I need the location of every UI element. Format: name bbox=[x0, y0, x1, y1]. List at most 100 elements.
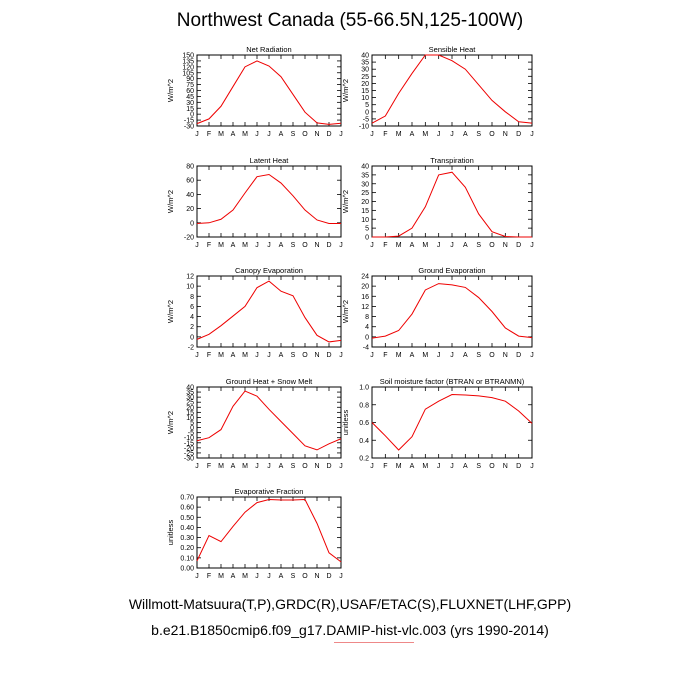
data-sources-caption: Willmott-Matsuura(T,P),GRDC(R),USAF/ETAC… bbox=[128, 596, 572, 612]
x-tick-label: M bbox=[422, 131, 428, 138]
y-tick-label: 2 bbox=[190, 324, 194, 331]
x-tick-label: J bbox=[370, 242, 374, 249]
x-tick-label: M bbox=[242, 352, 248, 359]
y-tick-label: 5 bbox=[365, 226, 369, 233]
y-axis-label: W/m^2 bbox=[166, 300, 175, 323]
x-tick-label: A bbox=[279, 352, 284, 359]
x-tick-label: M bbox=[422, 352, 428, 359]
x-tick-label: J bbox=[267, 242, 271, 249]
y-tick-label: 0.8 bbox=[359, 402, 369, 409]
x-tick-label: J bbox=[437, 352, 441, 359]
y-tick-label: 0.40 bbox=[180, 525, 194, 532]
y-tick-label: 0.70 bbox=[180, 495, 194, 502]
x-tick-label: S bbox=[476, 131, 481, 138]
x-tick-label: J bbox=[450, 131, 454, 138]
series-line bbox=[371, 394, 533, 451]
x-tick-label: D bbox=[516, 352, 521, 359]
y-axis-label: W/m^2 bbox=[341, 79, 350, 102]
y-tick-label: -15 bbox=[184, 118, 194, 125]
y-tick-label: 30 bbox=[361, 67, 369, 74]
y-tick-label: 35 bbox=[361, 172, 369, 179]
x-tick-label: O bbox=[489, 352, 495, 359]
y-tick-label: 0 bbox=[190, 425, 194, 432]
y-tick-label: 15 bbox=[361, 208, 369, 215]
x-tick-label: J bbox=[255, 131, 259, 138]
x-tick-label: F bbox=[207, 352, 211, 359]
x-tick-label: A bbox=[231, 352, 236, 359]
x-tick-label: A bbox=[463, 463, 468, 470]
y-tick-label: 0.6 bbox=[359, 420, 369, 427]
x-tick-label: J bbox=[195, 242, 199, 249]
y-tick-label: 10 bbox=[361, 217, 369, 224]
x-tick-label: A bbox=[231, 242, 236, 249]
x-tick-label: O bbox=[302, 131, 308, 138]
x-tick-label: J bbox=[437, 131, 441, 138]
y-tick-label: 30 bbox=[186, 100, 194, 107]
series-line bbox=[371, 54, 533, 124]
y-tick-label: 0.2 bbox=[359, 456, 369, 463]
series-line bbox=[196, 499, 342, 563]
y-tick-label: -10 bbox=[359, 124, 369, 131]
x-tick-label: F bbox=[207, 242, 211, 249]
x-tick-label: O bbox=[489, 463, 495, 470]
y-tick-label: -2 bbox=[188, 345, 194, 352]
series-line bbox=[196, 173, 341, 225]
x-tick-label: N bbox=[503, 131, 508, 138]
x-tick-label: F bbox=[383, 131, 387, 138]
plot-frame bbox=[371, 165, 533, 238]
y-tick-label: -4 bbox=[363, 345, 369, 352]
y-axis-label: W/m^2 bbox=[166, 79, 175, 102]
y-tick-label: 0 bbox=[190, 334, 194, 341]
y-tick-label: 16 bbox=[361, 294, 369, 301]
x-tick-label: J bbox=[530, 242, 534, 249]
x-tick-label: A bbox=[279, 463, 284, 470]
y-tick-label: 135 bbox=[182, 58, 194, 65]
x-tick-label: M bbox=[396, 242, 402, 249]
series-line bbox=[371, 283, 533, 339]
x-tick-label: J bbox=[339, 463, 343, 470]
panel-title: Ground Evaporation bbox=[418, 266, 485, 275]
y-tick-label: 15 bbox=[186, 410, 194, 417]
x-tick-label: J bbox=[437, 463, 441, 470]
y-tick-label: -10 bbox=[184, 435, 194, 442]
x-tick-label: A bbox=[279, 573, 284, 580]
series-line bbox=[372, 171, 532, 238]
y-tick-label: 24 bbox=[361, 274, 369, 281]
x-tick-label: J bbox=[267, 573, 271, 580]
x-tick-label: N bbox=[314, 463, 319, 470]
y-tick-label: 0.00 bbox=[180, 566, 194, 573]
case-name-caption: b.e21.B1850cmip6.f09_g17.DAMIP-hist-vlc.… bbox=[151, 622, 549, 638]
x-tick-label: J bbox=[255, 573, 259, 580]
y-tick-label: 0.20 bbox=[180, 545, 194, 552]
x-tick-label: S bbox=[291, 242, 296, 249]
y-tick-label: 105 bbox=[182, 70, 194, 77]
x-tick-label: J bbox=[339, 573, 343, 580]
x-tick-label: A bbox=[231, 131, 236, 138]
x-tick-label: D bbox=[326, 352, 331, 359]
panel-title: Net Radiation bbox=[246, 45, 291, 54]
chart-panel: Soil moisture factor (BTRAN or BTRANMN) u… bbox=[341, 377, 534, 470]
x-tick-label: S bbox=[291, 131, 296, 138]
plot-frame bbox=[196, 496, 342, 569]
x-tick-label: J bbox=[530, 352, 534, 359]
panel-title: Ground Heat + Snow Melt bbox=[226, 377, 313, 386]
x-tick-label: J bbox=[370, 352, 374, 359]
x-tick-label: A bbox=[463, 242, 468, 249]
y-axis-label: W/m^2 bbox=[166, 411, 175, 434]
x-tick-label: M bbox=[396, 352, 402, 359]
panel-title: Transpiration bbox=[430, 156, 474, 165]
x-tick-label: N bbox=[314, 242, 319, 249]
x-tick-label: M bbox=[242, 463, 248, 470]
x-tick-label: N bbox=[503, 352, 508, 359]
chart-panel: Evaporative Fraction unitless 0.00 0.10 0.20… bbox=[166, 487, 343, 580]
y-tick-label: 10 bbox=[186, 415, 194, 422]
x-tick-label: J bbox=[450, 352, 454, 359]
y-tick-label: -15 bbox=[184, 440, 194, 447]
x-tick-label: J bbox=[450, 463, 454, 470]
y-tick-label: -20 bbox=[184, 235, 194, 242]
y-tick-label: 20 bbox=[361, 284, 369, 291]
x-tick-label: S bbox=[291, 573, 296, 580]
